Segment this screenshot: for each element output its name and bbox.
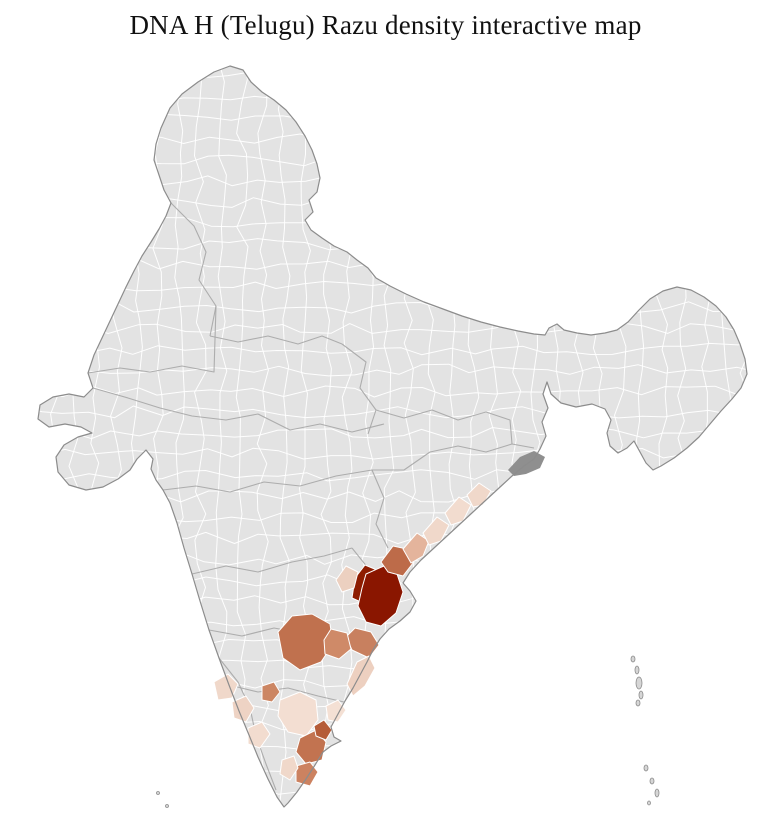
delta-dark-area — [508, 451, 545, 476]
map-patches — [508, 451, 545, 476]
district-line — [38, 699, 747, 713]
state-boundaries — [87, 202, 535, 791]
state-boundary-line — [228, 684, 345, 703]
district-11[interactable] — [323, 628, 352, 660]
district-line — [739, 66, 747, 806]
island — [165, 804, 169, 808]
state-boundary-line — [191, 547, 353, 575]
island — [634, 665, 640, 675]
district-line — [38, 154, 747, 167]
district-line — [277, 66, 291, 804]
district-14[interactable] — [231, 695, 255, 723]
district-line — [38, 216, 747, 230]
state-boundary-line — [257, 413, 385, 433]
district-line — [38, 174, 747, 187]
country-outline — [37, 65, 748, 808]
district-17[interactable] — [277, 691, 319, 737]
district-line — [550, 66, 564, 803]
state-boundary-line — [371, 469, 389, 549]
district-line — [38, 741, 747, 755]
state-boundary-line — [218, 657, 277, 791]
district-line — [38, 342, 747, 356]
district-line — [38, 384, 747, 398]
district-line — [38, 69, 747, 82]
district-21[interactable] — [279, 755, 299, 781]
island-groups — [156, 655, 660, 808]
state-boundary-line — [170, 202, 217, 337]
district-line — [38, 195, 747, 209]
district-line — [67, 66, 81, 800]
district-line — [38, 657, 747, 671]
island — [649, 777, 655, 785]
india-border — [37, 65, 748, 808]
district-line — [38, 111, 747, 125]
district-line — [38, 237, 747, 251]
island — [635, 676, 643, 690]
district-line — [48, 66, 60, 801]
district-line — [592, 66, 606, 799]
island — [647, 800, 651, 806]
district-line — [38, 66, 39, 804]
district-line — [38, 637, 747, 650]
district-line — [38, 258, 747, 271]
page-title: DNA H (Telugu) Razu density interactive … — [129, 10, 642, 40]
state-boundary-line — [209, 335, 343, 345]
district-line — [235, 66, 249, 801]
state-boundary-line — [87, 305, 217, 374]
state-boundary-line — [92, 387, 259, 421]
district-line — [718, 66, 731, 800]
district-line — [256, 66, 269, 806]
state-boundary-line — [341, 343, 377, 435]
district-line — [38, 678, 747, 692]
district-line — [38, 405, 747, 419]
district-line — [38, 426, 747, 440]
district-line — [38, 91, 747, 104]
district-22[interactable] — [325, 699, 347, 723]
district-line — [38, 720, 747, 734]
district-5[interactable] — [422, 516, 450, 546]
district-15[interactable] — [261, 681, 281, 703]
state-boundary-line — [162, 469, 404, 493]
district-line — [38, 363, 747, 377]
district-line — [38, 783, 747, 796]
district-line — [761, 60, 771, 803]
island — [643, 764, 649, 772]
island — [635, 699, 641, 707]
district-line — [299, 66, 311, 799]
island — [156, 791, 160, 795]
state-boundary-line — [403, 443, 535, 471]
district-16[interactable] — [247, 721, 271, 749]
island — [638, 690, 644, 700]
district-19[interactable] — [313, 719, 333, 741]
district-line — [38, 804, 747, 807]
island — [654, 788, 660, 798]
district-line — [38, 132, 747, 146]
district-line — [38, 763, 747, 776]
district-4[interactable] — [402, 532, 430, 564]
island — [630, 655, 636, 663]
district-6[interactable] — [444, 496, 472, 526]
district-8[interactable] — [335, 565, 359, 593]
density-districts — [213, 482, 492, 787]
district-line — [571, 66, 585, 802]
state-boundary-line — [375, 409, 513, 445]
